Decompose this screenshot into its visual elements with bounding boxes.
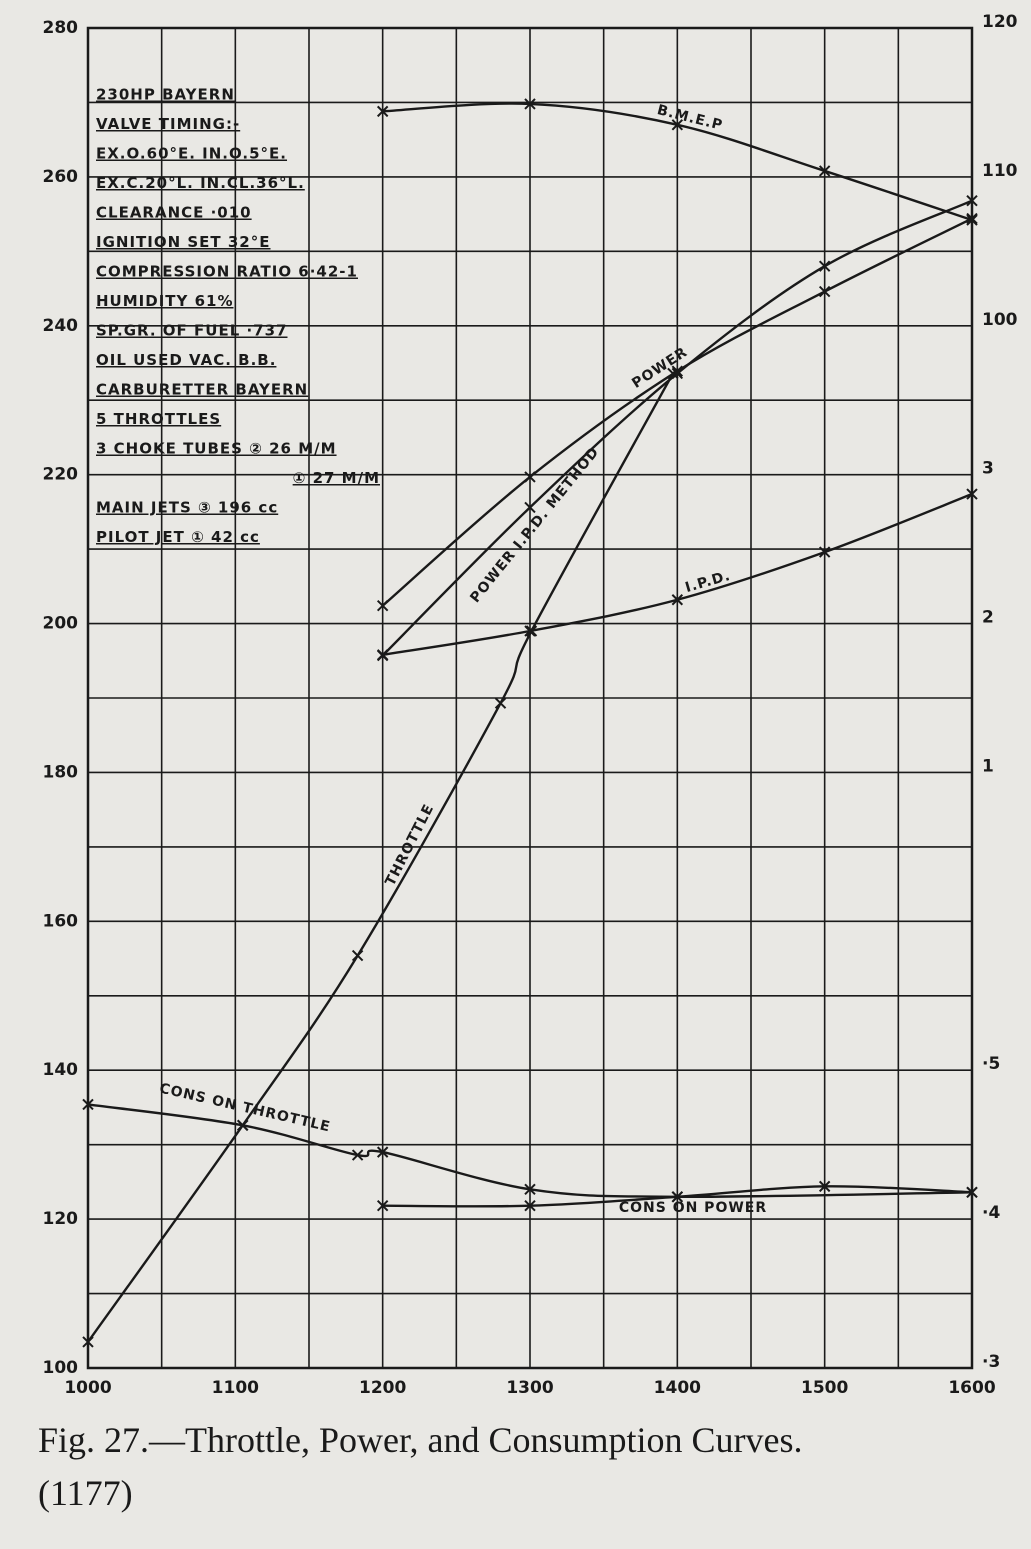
point-marker [524, 471, 536, 483]
point-marker [966, 1186, 978, 1199]
point-marker [671, 119, 684, 131]
x-tick-label: 1600 [948, 1378, 995, 1398]
x-tick-label: 1200 [359, 1378, 406, 1398]
right-tick-label: 2 [982, 608, 994, 628]
caption-number: (1177) [38, 1473, 133, 1513]
right-tick-label: 100 [982, 310, 1018, 330]
right-tick-label: 1 [982, 756, 994, 776]
y-tick-label: 100 [43, 1358, 79, 1378]
point-marker [524, 98, 536, 110]
note-line: PILOT JET ① 42 cc [96, 528, 260, 546]
note-line: EX.C.20°L. IN.CL.36°L. [96, 174, 305, 192]
point-marker [351, 949, 364, 962]
x-tick-label: 1400 [654, 1378, 701, 1398]
note-line: HUMIDITY 61% [96, 292, 234, 310]
point-marker [818, 260, 831, 272]
note-line: VALVE TIMING:- [96, 115, 240, 133]
point-marker [351, 1149, 364, 1161]
point-marker [818, 285, 831, 298]
point-marker [494, 697, 507, 709]
right-tick-label: 120 [982, 12, 1018, 32]
point-marker [376, 105, 389, 118]
note-line: OIL USED VAC. B.B. [96, 351, 276, 369]
x-tick-label: 1100 [212, 1378, 259, 1398]
curve [87, 372, 674, 1343]
point-marker [818, 1180, 831, 1193]
point-marker [376, 649, 389, 661]
point-marker [818, 165, 831, 177]
right-tick-label: ·3 [982, 1352, 1000, 1372]
point-marker [671, 594, 684, 606]
point-marker [82, 1098, 94, 1111]
y-tick-label: 140 [43, 1060, 79, 1080]
note-line: MAIN JETS ③ 196 cc [96, 499, 278, 517]
note-line: CLEARANCE ·010 [96, 204, 252, 222]
note-line: EX.O.60°E. IN.O.5°E. [96, 145, 287, 163]
note-line: IGNITION SET 32°E [96, 233, 271, 251]
point-marker [671, 1191, 684, 1203]
point-marker [966, 488, 978, 500]
point-marker [524, 501, 536, 514]
note-line: 5 THROTTLES [96, 410, 221, 428]
note-line: SP.GR. OF FUEL ·737 [96, 322, 288, 340]
point-marker [966, 214, 978, 226]
note-line: 3 CHOKE TUBES ② 26 M/M [96, 440, 337, 458]
curve-label: CONS ON POWER [619, 1200, 767, 1216]
point-marker [376, 599, 389, 612]
point-marker [667, 367, 679, 380]
y-tick-label: 220 [43, 465, 79, 485]
point-marker [82, 1336, 94, 1348]
note-line: CARBURETTER BAYERN [96, 381, 308, 399]
note-line: COMPRESSION RATIO 6·42-1 [96, 263, 358, 281]
point-marker [525, 625, 538, 637]
point-marker [524, 1183, 536, 1196]
note-line: ① 27 M/M [293, 469, 380, 487]
x-tick-label: 1500 [801, 1378, 848, 1398]
y-tick-label: 180 [43, 762, 79, 782]
y-tick-label: 280 [43, 18, 79, 38]
plot-frame [86, 26, 974, 1370]
point-marker [376, 1200, 389, 1212]
x-tick-label: 1300 [506, 1378, 553, 1398]
y-tick-label: 240 [43, 316, 79, 336]
point-marker [376, 1146, 389, 1158]
right-tick-label: 110 [982, 161, 1018, 181]
point-marker [818, 546, 831, 558]
notes: 230HP BAYERN VALVE TIMING:- EX.O.60°E. IN.… [96, 86, 380, 547]
x-tick-label: 1000 [64, 1378, 111, 1398]
point-marker [524, 1200, 536, 1212]
right-tick-label: ·5 [982, 1054, 1000, 1074]
y-tick-label: 200 [43, 614, 79, 634]
point-marker [966, 212, 978, 225]
right-tick-label: 3 [982, 459, 994, 479]
y-tick-label: 120 [43, 1209, 79, 1229]
caption: Fig. 27.—Throttle, Power, and Consumptio… [38, 1420, 803, 1460]
right-tick-label: ·4 [982, 1203, 1000, 1223]
y-tick-label: 160 [43, 911, 79, 931]
point-marker [236, 1119, 249, 1132]
y-tick-label: 260 [43, 167, 79, 187]
point-marker [966, 195, 978, 207]
point-marker [671, 367, 684, 380]
note-line: 230HP BAYERN [96, 86, 235, 104]
